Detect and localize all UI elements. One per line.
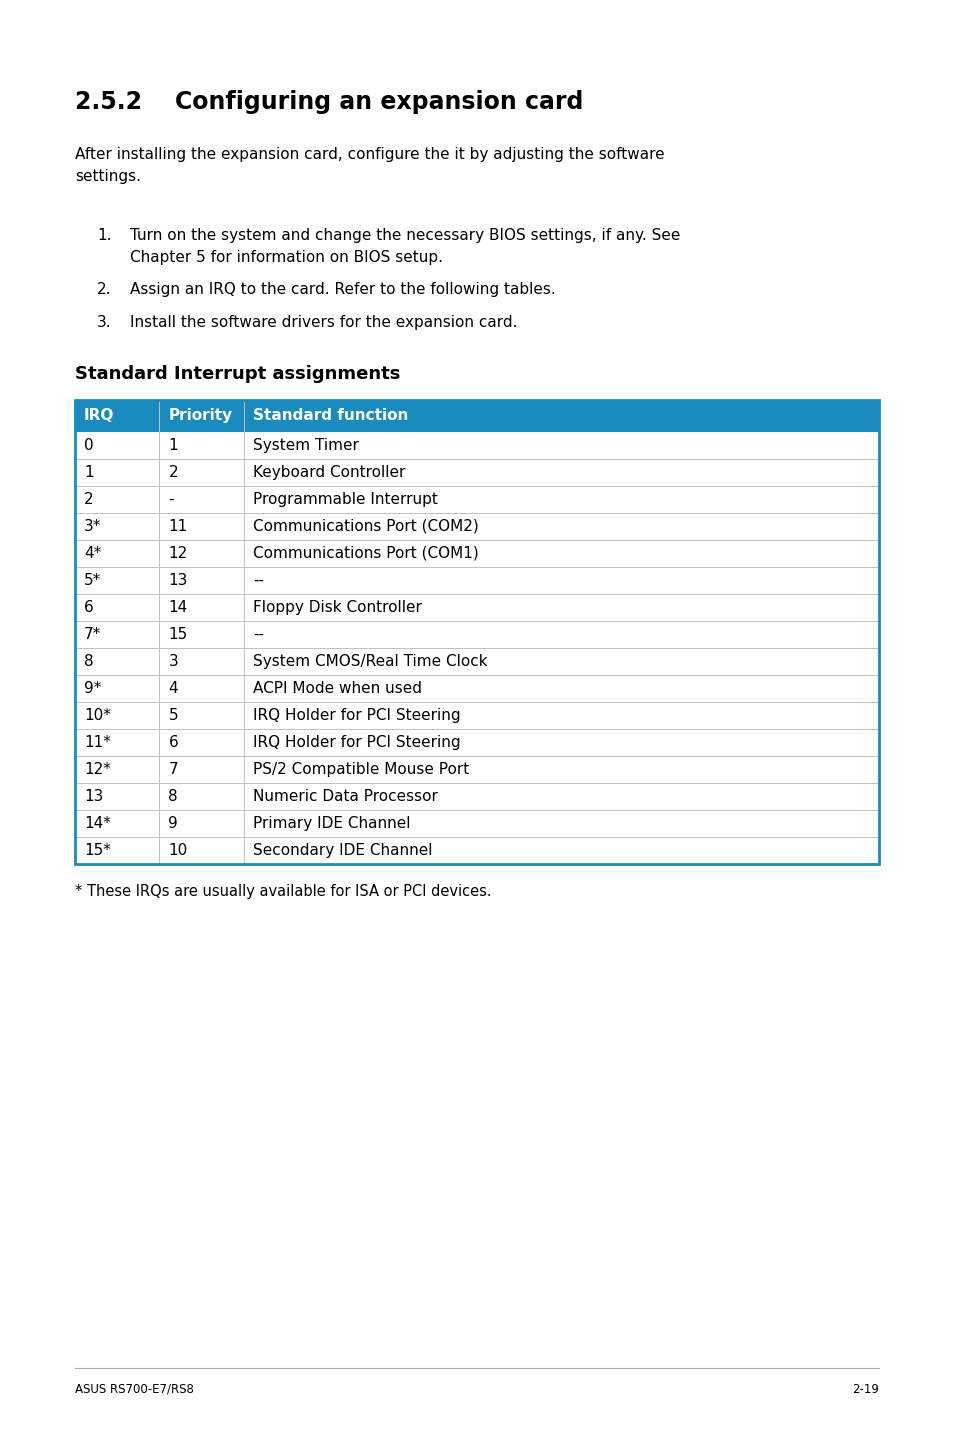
Text: 3.: 3. [97, 315, 112, 329]
Text: Standard function: Standard function [253, 408, 408, 424]
Text: IRQ Holder for PCI Steering: IRQ Holder for PCI Steering [253, 735, 460, 751]
Text: Keyboard Controller: Keyboard Controller [253, 464, 405, 480]
Text: ASUS RS700-E7/RS8: ASUS RS700-E7/RS8 [75, 1383, 193, 1396]
Text: Floppy Disk Controller: Floppy Disk Controller [253, 600, 421, 615]
Text: 11*: 11* [84, 735, 111, 751]
Text: 12*: 12* [84, 762, 111, 777]
Text: 5*: 5* [84, 572, 101, 588]
Text: 12: 12 [169, 546, 188, 561]
Text: 4: 4 [169, 682, 178, 696]
Text: --: -- [253, 572, 264, 588]
Text: 10: 10 [169, 843, 188, 858]
Text: Primary IDE Channel: Primary IDE Channel [253, 815, 410, 831]
Text: 5: 5 [169, 707, 178, 723]
Text: 3*: 3* [84, 519, 101, 533]
Text: Programmable Interrupt: Programmable Interrupt [253, 492, 437, 508]
Text: 0: 0 [84, 439, 93, 453]
Text: --: -- [253, 627, 264, 641]
Text: 1.: 1. [97, 229, 112, 243]
Text: Secondary IDE Channel: Secondary IDE Channel [253, 843, 432, 858]
Text: 7*: 7* [84, 627, 101, 641]
Text: 14: 14 [169, 600, 188, 615]
Text: 4*: 4* [84, 546, 101, 561]
Text: 6: 6 [84, 600, 93, 615]
Text: 14*: 14* [84, 815, 111, 831]
Text: 10*: 10* [84, 707, 111, 723]
Text: Priority: Priority [169, 408, 233, 424]
Text: 2.5.2    Configuring an expansion card: 2.5.2 Configuring an expansion card [75, 91, 583, 114]
Text: After installing the expansion card, configure the it by adjusting the software
: After installing the expansion card, con… [75, 147, 664, 184]
Text: 13: 13 [169, 572, 188, 588]
Bar [75, 400, 878, 864]
Text: 1: 1 [169, 439, 178, 453]
Text: 2: 2 [84, 492, 93, 508]
Text: 15*: 15* [84, 843, 111, 858]
Text: 15: 15 [169, 627, 188, 641]
Text: 8: 8 [84, 654, 93, 669]
Text: 2-19: 2-19 [851, 1383, 878, 1396]
Text: Numeric Data Processor: Numeric Data Processor [253, 789, 437, 804]
Text: 9: 9 [169, 815, 178, 831]
Text: 2: 2 [169, 464, 178, 480]
Text: 7: 7 [169, 762, 178, 777]
Text: Standard Interrupt assignments: Standard Interrupt assignments [75, 365, 400, 383]
Text: System CMOS/Real Time Clock: System CMOS/Real Time Clock [253, 654, 487, 669]
Text: Turn on the system and change the necessary BIOS settings, if any. See
Chapter 5: Turn on the system and change the necess… [130, 229, 679, 265]
Text: 6: 6 [169, 735, 178, 751]
Text: -: - [169, 492, 173, 508]
Text: 11: 11 [169, 519, 188, 533]
Text: ACPI Mode when used: ACPI Mode when used [253, 682, 421, 696]
Text: IRQ Holder for PCI Steering: IRQ Holder for PCI Steering [253, 707, 460, 723]
Text: Install the software drivers for the expansion card.: Install the software drivers for the exp… [130, 315, 517, 329]
Text: 2.: 2. [97, 282, 112, 298]
Text: Assign an IRQ to the card. Refer to the following tables.: Assign an IRQ to the card. Refer to the … [130, 282, 556, 298]
Text: IRQ: IRQ [84, 408, 114, 424]
Text: System Timer: System Timer [253, 439, 358, 453]
Text: 8: 8 [169, 789, 178, 804]
Text: * These IRQs are usually available for ISA or PCI devices.: * These IRQs are usually available for I… [75, 884, 491, 899]
Text: 3: 3 [169, 654, 178, 669]
Text: 13: 13 [84, 789, 103, 804]
Text: 1: 1 [84, 464, 93, 480]
Bar [75, 400, 878, 431]
Text: PS/2 Compatible Mouse Port: PS/2 Compatible Mouse Port [253, 762, 469, 777]
Text: Communications Port (COM1): Communications Port (COM1) [253, 546, 478, 561]
Text: Communications Port (COM2): Communications Port (COM2) [253, 519, 478, 533]
Text: 9*: 9* [84, 682, 101, 696]
